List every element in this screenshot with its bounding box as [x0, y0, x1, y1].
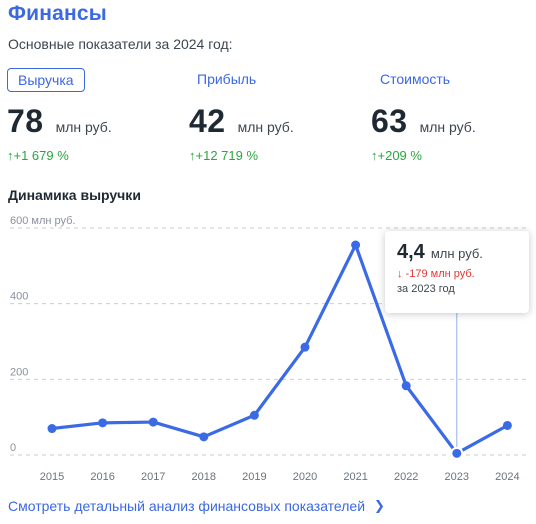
- x-tick-label: 2021: [343, 471, 367, 483]
- tooltip-value: 4,4: [397, 241, 425, 263]
- finance-subtitle: Основные показатели за 2024 год:: [8, 36, 233, 52]
- y-tick-label: 200: [10, 366, 28, 378]
- x-tick-label: 2015: [40, 471, 64, 483]
- tooltip-change: ↓ -179 млн руб.: [397, 268, 475, 280]
- data-point: [450, 446, 464, 460]
- data-point: [148, 417, 158, 427]
- profit-unit: млн руб.: [237, 119, 294, 135]
- chevron-right-icon: ❯: [374, 498, 385, 513]
- data-point: [300, 342, 310, 352]
- chart-tooltip: 4,4 млн руб. ↓ -179 млн руб. за 2023 год: [385, 231, 529, 313]
- tab-revenue[interactable]: Выручка: [7, 68, 85, 92]
- revenue-value: 78: [7, 103, 44, 139]
- tab-profit[interactable]: Прибыль: [197, 71, 257, 87]
- data-point: [199, 432, 209, 442]
- tooltip-value-row: 4,4 млн руб.: [397, 241, 517, 264]
- data-point: [249, 410, 259, 420]
- x-tick-label: 2019: [242, 471, 266, 483]
- tab-value[interactable]: Стоимость: [380, 71, 451, 87]
- data-point: [98, 418, 108, 428]
- revenue-metric: 78 млн руб.: [7, 103, 112, 140]
- chart-section-title: Динамика выручки: [8, 187, 141, 203]
- detailed-analysis-link-label: Смотреть детальный анализ финансовых пок…: [8, 498, 366, 514]
- value-unit: млн руб.: [419, 119, 476, 135]
- value-change: ↑+209 %: [371, 148, 422, 163]
- finance-title: Финансы: [8, 2, 107, 25]
- data-point: [401, 381, 411, 391]
- tooltip-unit: млн руб.: [430, 246, 483, 261]
- data-point: [351, 240, 361, 250]
- x-tick-label: 2018: [192, 471, 216, 483]
- profit-change: ↑+12 719 %: [189, 148, 259, 163]
- y-tick-label: 0: [10, 442, 16, 454]
- profit-value: 42: [189, 103, 226, 139]
- y-tick-label: 400: [10, 291, 28, 303]
- detailed-analysis-link[interactable]: Смотреть детальный анализ финансовых пок…: [8, 498, 385, 514]
- series-line: [50, 243, 509, 455]
- revenue-change: ↑+1 679 %: [7, 148, 69, 163]
- x-tick-label: 2022: [394, 471, 418, 483]
- x-tick-label: 2024: [495, 471, 519, 483]
- x-tick-label: 2023: [445, 471, 469, 483]
- y-tick-label: 600 млн руб.: [10, 215, 76, 227]
- revenue-chart[interactable]: 0 200 400 600 млн руб. 2015 2016 2017 2018 2019 2…: [0, 210, 536, 490]
- data-point: [47, 424, 57, 434]
- revenue-unit: млн руб.: [55, 119, 112, 135]
- x-tick-label: 2016: [90, 471, 114, 483]
- x-tick-label: 2020: [293, 471, 317, 483]
- data-point: [502, 420, 512, 430]
- x-tick-label: 2017: [141, 471, 165, 483]
- value-value: 63: [371, 103, 408, 139]
- value-metric: 63 млн руб.: [371, 103, 476, 140]
- profit-metric: 42 млн руб.: [189, 103, 294, 140]
- tooltip-period: за 2023 год: [397, 283, 455, 295]
